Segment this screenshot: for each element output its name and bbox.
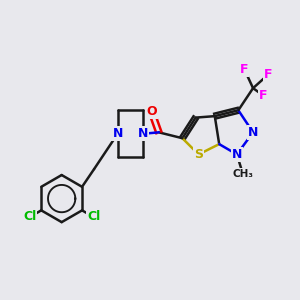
Text: F: F [240,62,248,76]
Text: N: N [137,127,148,140]
Text: N: N [232,148,242,161]
Text: N: N [112,127,123,140]
Text: S: S [194,148,203,161]
Text: Cl: Cl [23,211,36,224]
Text: CH₃: CH₃ [232,169,253,178]
Text: N: N [248,126,258,139]
Text: F: F [259,89,268,102]
Text: Cl: Cl [87,211,100,224]
Text: O: O [146,105,157,118]
Text: F: F [263,68,272,81]
